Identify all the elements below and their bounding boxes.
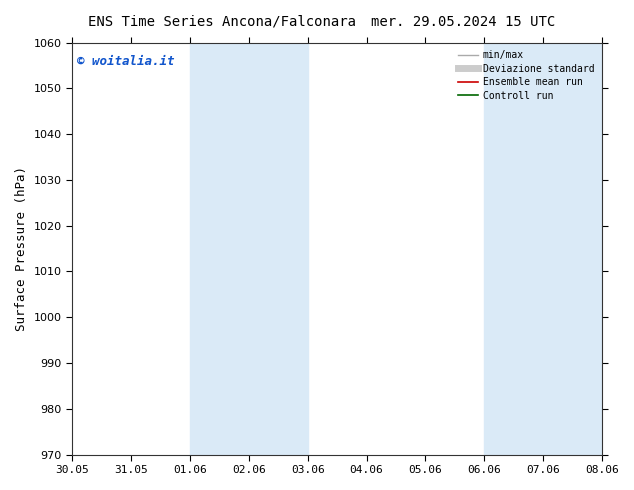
Legend: min/max, Deviazione standard, Ensemble mean run, Controll run: min/max, Deviazione standard, Ensemble m… bbox=[455, 48, 597, 103]
Text: mer. 29.05.2024 15 UTC: mer. 29.05.2024 15 UTC bbox=[371, 15, 555, 29]
Text: ENS Time Series Ancona/Falconara: ENS Time Series Ancona/Falconara bbox=[88, 15, 356, 29]
Bar bbox=[190, 43, 307, 455]
Y-axis label: Surface Pressure (hPa): Surface Pressure (hPa) bbox=[15, 166, 28, 331]
Bar bbox=[484, 43, 602, 455]
Text: © woitalia.it: © woitalia.it bbox=[77, 55, 175, 68]
